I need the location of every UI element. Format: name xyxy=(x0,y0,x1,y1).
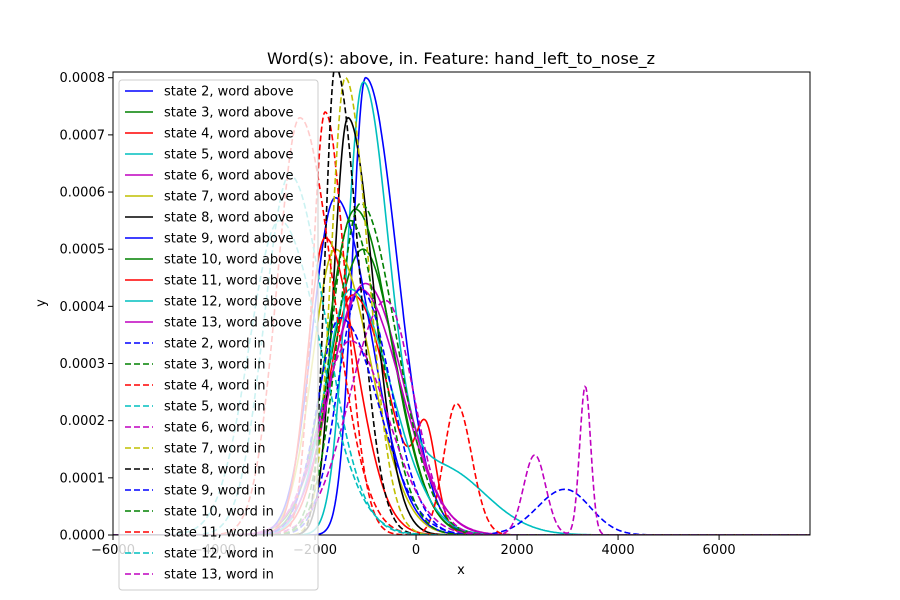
series-line-17 xyxy=(113,299,810,535)
legend-label: state 12, word above xyxy=(164,295,302,310)
legend-label: state 6, word above xyxy=(164,169,294,184)
chart-title: Word(s): above, in. Feature: hand_left_t… xyxy=(267,49,655,69)
series-line-12 xyxy=(113,288,810,535)
legend-label: state 11, word in xyxy=(164,526,274,541)
legend-label: state 10, word in xyxy=(164,505,274,520)
y-tick-label: 0.0000 xyxy=(60,529,106,544)
y-tick-label: 0.0008 xyxy=(60,71,106,86)
y-tick-label: 0.0005 xyxy=(60,243,106,258)
y-axis-label: y xyxy=(34,299,49,307)
legend-label: state 3, word in xyxy=(164,358,266,373)
legend-label: state 4, word in xyxy=(164,379,266,394)
series-line-24 xyxy=(113,339,810,535)
legend-label: state 9, word in xyxy=(164,484,266,499)
x-tick-label: 4000 xyxy=(602,543,635,558)
legend-label: state 5, word above xyxy=(164,148,294,163)
legend-label: state 3, word above xyxy=(164,106,294,121)
legend-label: state 5, word in xyxy=(164,400,266,415)
legend-label: state 8, word above xyxy=(164,211,294,226)
plot-frame xyxy=(112,71,811,536)
legend-label: state 7, word in xyxy=(164,442,266,457)
series-line-4 xyxy=(113,81,810,535)
legend-label: state 2, word above xyxy=(164,85,294,100)
y-tick-label: 0.0001 xyxy=(60,471,106,486)
y-tick-label: 0.0007 xyxy=(60,128,106,143)
y-axis: 0.0000 0.0001 0.0002 0.0003 0.0004 0.0005 0.00… xyxy=(60,71,113,544)
legend-label: state 9, word above xyxy=(164,232,294,247)
legend-label: state 2, word in xyxy=(164,337,266,352)
legend-box xyxy=(118,79,319,591)
y-tick-label: 0.0006 xyxy=(60,186,106,201)
y-tick-label: 0.0002 xyxy=(60,414,106,429)
legend: state 2, word above state 3, word above st… xyxy=(118,79,319,591)
legend-label: state 13, word in xyxy=(164,568,274,583)
series-line-9 xyxy=(113,208,810,535)
series-line-20 xyxy=(113,317,810,535)
legend-label: state 12, word in xyxy=(164,547,274,562)
legend-label: state 7, word above xyxy=(164,190,294,205)
x-tick-label: 0 xyxy=(412,543,420,558)
x-axis-label: x xyxy=(457,563,465,578)
legend-label: state 8, word in xyxy=(164,463,266,478)
y-tick-label: 0.0003 xyxy=(60,357,106,372)
y-tick-label: 0.0004 xyxy=(60,300,106,315)
legend-label: state 13, word above xyxy=(164,316,302,331)
legend-label: state 10, word above xyxy=(164,253,302,268)
x-tick-label: 6000 xyxy=(703,543,736,558)
x-tick-label: 2000 xyxy=(501,543,534,558)
legend-label: state 6, word in xyxy=(164,421,266,436)
legend-label: state 11, word above xyxy=(164,274,302,289)
legend-label: state 4, word above xyxy=(164,127,294,142)
